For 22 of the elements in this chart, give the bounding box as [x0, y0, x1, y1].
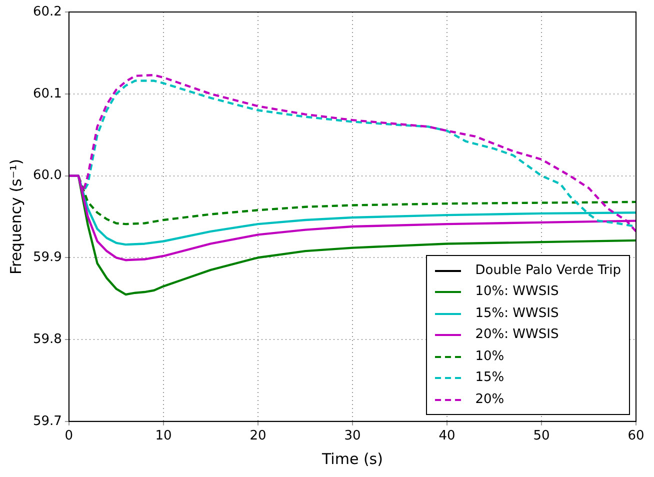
- legend-label: 20%: [475, 390, 504, 409]
- x-tick-label: 60: [628, 428, 644, 444]
- legend-label: 10%: WWSIS: [475, 283, 559, 302]
- legend-label: 10%: [475, 348, 504, 366]
- x-tick-label: 40: [438, 428, 456, 444]
- x-tick-label: 10: [155, 428, 172, 444]
- x-tick-label: 20: [250, 428, 266, 444]
- x-tick-label: 0: [64, 428, 74, 444]
- y-tick-label: 59.7: [32, 414, 62, 429]
- y-axis-title: Frequency (s⁻¹): [6, 158, 25, 275]
- x-tick-label: 50: [533, 428, 550, 444]
- y-tick-label: 60.0: [32, 168, 62, 184]
- legend-label: 15%: [475, 369, 504, 388]
- y-tick-label: 59.9: [32, 250, 62, 266]
- legend-label: 15%: WWSIS: [475, 304, 559, 323]
- y-tick-label: 60.2: [32, 4, 62, 20]
- legend-label: Double Palo Verde Trip: [475, 262, 621, 280]
- legend-label: 20%: WWSIS: [475, 326, 559, 344]
- x-tick-label: 30: [344, 428, 361, 444]
- x-axis-title: Time (s): [320, 450, 383, 468]
- y-tick-label: 59.8: [32, 332, 62, 347]
- y-tick-label: 60.1: [32, 86, 62, 102]
